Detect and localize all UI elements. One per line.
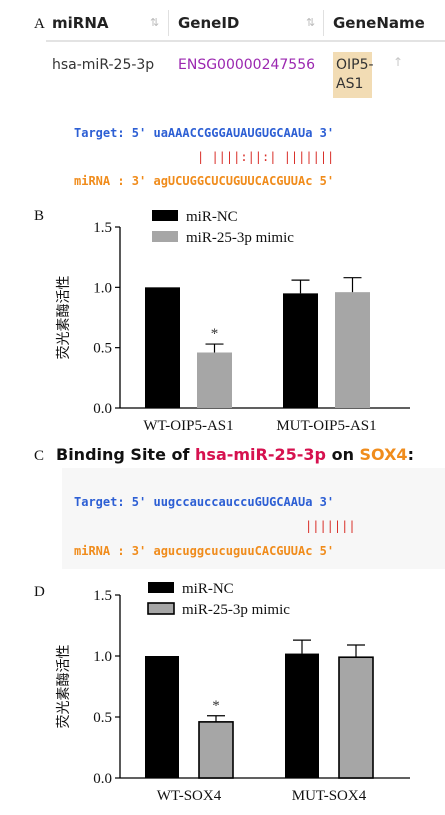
y-axis-label: 荧光素酶活性: [55, 276, 72, 360]
y-tick-label: 0.0: [93, 771, 112, 787]
title-mid: on: [326, 445, 360, 464]
legend-label-1: miR-25-3p mimic: [186, 230, 294, 246]
column-divider: [323, 10, 324, 36]
alignment-target-line-c: Target: 5' uugccauccauccuGUGCAAUa 3': [74, 495, 335, 509]
legend-swatch-0: [148, 582, 174, 593]
cell-mirna: hsa-miR-25-3p: [52, 57, 155, 73]
chart-b-plot: 0.0 0.5 1.0 1.5 荧光素酶活性 WT-OIP5-AS1 MUT-OIP5-AS…: [55, 209, 410, 434]
panel-d-letter: D: [34, 584, 45, 600]
title-suffix: :: [407, 445, 414, 464]
y-tick-label: 1.5: [93, 588, 112, 604]
y-tick-label: 1.5: [93, 220, 112, 236]
panel-b-letter: B: [34, 208, 44, 224]
alignment-target-line: Target: 5' uaAAACCGGGAUAUGUGCAAUa 3': [74, 126, 335, 140]
legend-swatch-1: [147, 602, 175, 615]
y-axis-label: 荧光素酶活性: [55, 645, 72, 729]
significance-star: *: [212, 698, 220, 714]
chart-d: D 0.0 0.5 1.0 1.5 荧光素酶活性 WT-SOX4 MUT-SOX4 * miR-…: [34, 581, 410, 804]
bar-1-0: [283, 293, 318, 408]
bar-0-1: [198, 721, 234, 779]
sort-arrows-icon[interactable]: ⇅: [150, 16, 160, 29]
alignment-mirna-line: miRNA : 3' agUCUGGCUCUGUUCACGUUAc 5': [74, 174, 335, 188]
sort-arrows-icon[interactable]: ⇅: [306, 16, 316, 29]
legend-label-1: miR-25-3p mimic: [182, 602, 290, 618]
alignment-box: [62, 468, 445, 569]
legend-swatch-1: [152, 231, 178, 242]
column-header-mirna[interactable]: miRNA: [52, 14, 109, 32]
significance-star: *: [211, 326, 219, 342]
legend-label-0: miR-NC: [182, 581, 234, 597]
column-header-geneid[interactable]: GeneID: [178, 14, 240, 32]
cell-gene-id[interactable]: ENSG00000247556: [178, 57, 316, 73]
legend-label-0: miR-NC: [186, 209, 238, 225]
alignment-mirna-line-c: miRNA : 3' agucuggcucuguuCACGUUAc 5': [74, 544, 335, 558]
bar-1-1: [335, 292, 370, 408]
x-tick-label: WT-OIP5-AS1: [143, 418, 233, 434]
x-tick-label: WT-SOX4: [157, 788, 222, 804]
bar-0-0: [145, 287, 180, 408]
chart-d-plot: 0.0 0.5 1.0 1.5 荧光素酶活性 WT-SOX4 MUT-SOX4 * miR-NC…: [55, 581, 410, 804]
bar-0-1: [197, 352, 232, 408]
bar-1-1: [338, 656, 374, 779]
bar-0-0: [145, 656, 179, 778]
title-prefix: Binding Site of: [56, 445, 196, 464]
gene-name-line-1: OIP5-: [336, 57, 374, 73]
chart-b: B 0.0 0.5 1.0 1.5 荧光素酶活性 WT-OIP5-AS1 MUT-OIP5-…: [34, 208, 410, 434]
y-tick-label: 1.0: [93, 649, 112, 665]
y-tick-label: 0.5: [93, 341, 112, 357]
alignment-pair-line: | ||||:||:| |||||||: [197, 150, 335, 164]
y-tick-label: 0.0: [93, 401, 112, 417]
y-tick-label: 1.0: [93, 280, 112, 296]
gene-name-line-2: AS1: [336, 76, 364, 92]
column-divider: [168, 10, 169, 36]
alignment-pair-line-c: |||||||: [305, 519, 356, 533]
title-mirna: hsa-miR-25-3p: [195, 445, 326, 464]
x-tick-label: MUT-SOX4: [292, 788, 367, 804]
cell-gene-name-badge: OIP5- AS1: [333, 52, 374, 98]
title-gene: SOX4: [359, 445, 408, 464]
panel-c-letter: C: [34, 448, 45, 464]
legend-swatch-0: [152, 210, 178, 221]
panel-a-letter: A: [34, 16, 45, 32]
column-header-genename[interactable]: GeneName: [333, 14, 425, 32]
arrow-up-icon[interactable]: ↑: [393, 55, 404, 69]
bar-1-0: [285, 653, 319, 778]
header-underline: [46, 40, 445, 42]
y-tick-label: 0.5: [93, 710, 112, 726]
x-tick-label: MUT-OIP5-AS1: [276, 418, 376, 434]
binding-site-title: Binding Site of hsa-miR-25-3p on SOX4:: [56, 445, 414, 464]
